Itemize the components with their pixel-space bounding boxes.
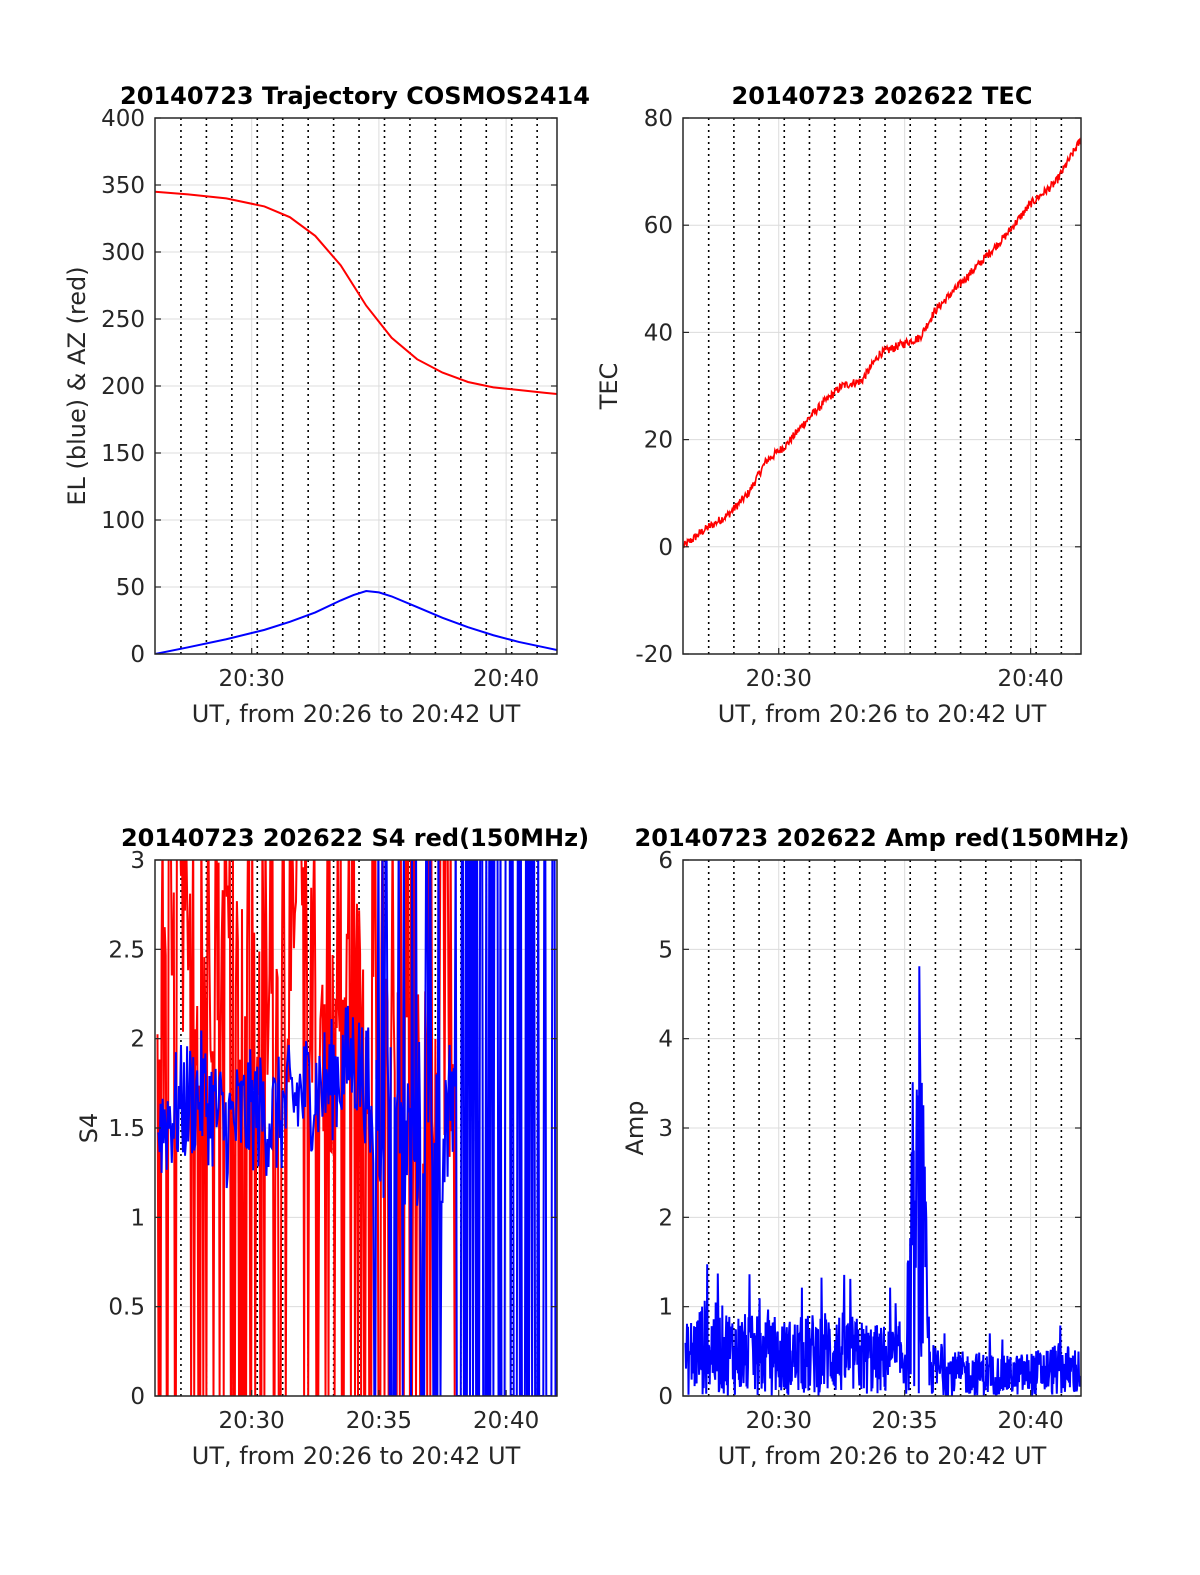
y-tick-label: 2 (658, 1205, 673, 1231)
y-axis-label: S4 (75, 1113, 103, 1144)
y-tick-label: 3 (130, 848, 145, 874)
x-axis-label: UT, from 20:26 to 20:42 UT (192, 1442, 521, 1470)
y-tick-label: 50 (116, 575, 145, 601)
y-tick-label: 0 (658, 1384, 673, 1410)
chart-panel-4: 0 1 2 3 4 5 6 20:30 20:35 20:40 20140723 202622 Am… (621, 824, 1129, 1470)
x-tick-label: 20:35 (872, 1408, 938, 1434)
chart-title: 20140723 202622 TEC (732, 82, 1033, 110)
y-tick-label: -20 (635, 642, 673, 668)
y-tick-label: 250 (101, 307, 145, 333)
y-tick-label: 40 (644, 320, 673, 346)
chart-panel-3: 0 0.5 1 1.5 2 2.5 3 20:30 20:35 20:40 20140723 202… (75, 824, 589, 1470)
x-tick-label: 20:30 (746, 1408, 812, 1434)
x-tick-label: 20:30 (746, 666, 812, 692)
y-tick-label: 1 (130, 1205, 145, 1231)
chart-panel-1: 0 50 100 150 200 250 300 350 400 20:30 20:40 201407… (63, 82, 590, 728)
y-tick-label: 4 (658, 1027, 673, 1053)
plot-area (156, 860, 557, 1396)
y-axis-label: EL (blue) & AZ (red) (63, 266, 91, 505)
x-tick-label: 20:40 (473, 1408, 539, 1434)
y-tick-label: 400 (101, 106, 145, 132)
y-tick-label: 60 (644, 213, 673, 239)
x-tick-label: 20:35 (346, 1408, 412, 1434)
y-tick-label: 1 (658, 1295, 673, 1321)
x-axis-label: UT, from 20:26 to 20:42 UT (718, 700, 1047, 728)
y-tick-label: 3 (658, 1116, 673, 1142)
x-axis-label: UT, from 20:26 to 20:42 UT (192, 700, 521, 728)
y-tick-label: 5 (658, 937, 673, 963)
plot-area (155, 190, 557, 654)
x-tick-label: 20:30 (219, 666, 285, 692)
chart-title: 20140723 202622 Amp red(150MHz) (635, 824, 1130, 852)
series-line (684, 966, 1081, 1396)
chart-title: 20140723 202622 S4 red(150MHz) (121, 824, 589, 852)
series-line (155, 190, 557, 396)
series-line (157, 860, 557, 1396)
y-tick-label: 20 (644, 428, 673, 454)
y-tick-label: 6 (658, 848, 673, 874)
axes-box (682, 117, 1082, 655)
y-axis-label: Amp (621, 1100, 649, 1155)
plot-area (684, 966, 1081, 1396)
chart-title: 20140723 Trajectory COSMOS2414 (120, 82, 590, 110)
y-tick-label: 200 (101, 374, 145, 400)
y-tick-label: 350 (101, 173, 145, 199)
x-tick-label: 20:30 (219, 1408, 285, 1434)
y-tick-label: 0 (658, 535, 673, 561)
y-tick-label: 0.5 (108, 1295, 145, 1321)
chart-panel-2: -20 0 20 40 60 80 20:30 20:40 20140723 202622 TE… (595, 82, 1082, 728)
y-tick-label: 300 (101, 240, 145, 266)
series-line (155, 590, 557, 654)
plot-area (683, 137, 1081, 549)
series-line (683, 137, 1081, 549)
x-axis-label: UT, from 20:26 to 20:42 UT (718, 1442, 1047, 1470)
x-tick-label: 20:40 (997, 666, 1063, 692)
x-tick-label: 20:40 (473, 666, 539, 692)
y-tick-label: 80 (644, 106, 673, 132)
x-tick-label: 20:40 (997, 1408, 1063, 1434)
y-tick-label: 0 (130, 642, 145, 668)
y-axis-label: TEC (595, 363, 623, 411)
y-tick-label: 1.5 (108, 1116, 145, 1142)
y-tick-label: 2.5 (108, 937, 145, 963)
y-tick-label: 100 (101, 508, 145, 534)
y-tick-label: 150 (101, 441, 145, 467)
y-tick-label: 2 (130, 1027, 145, 1053)
y-tick-label: 0 (130, 1384, 145, 1410)
